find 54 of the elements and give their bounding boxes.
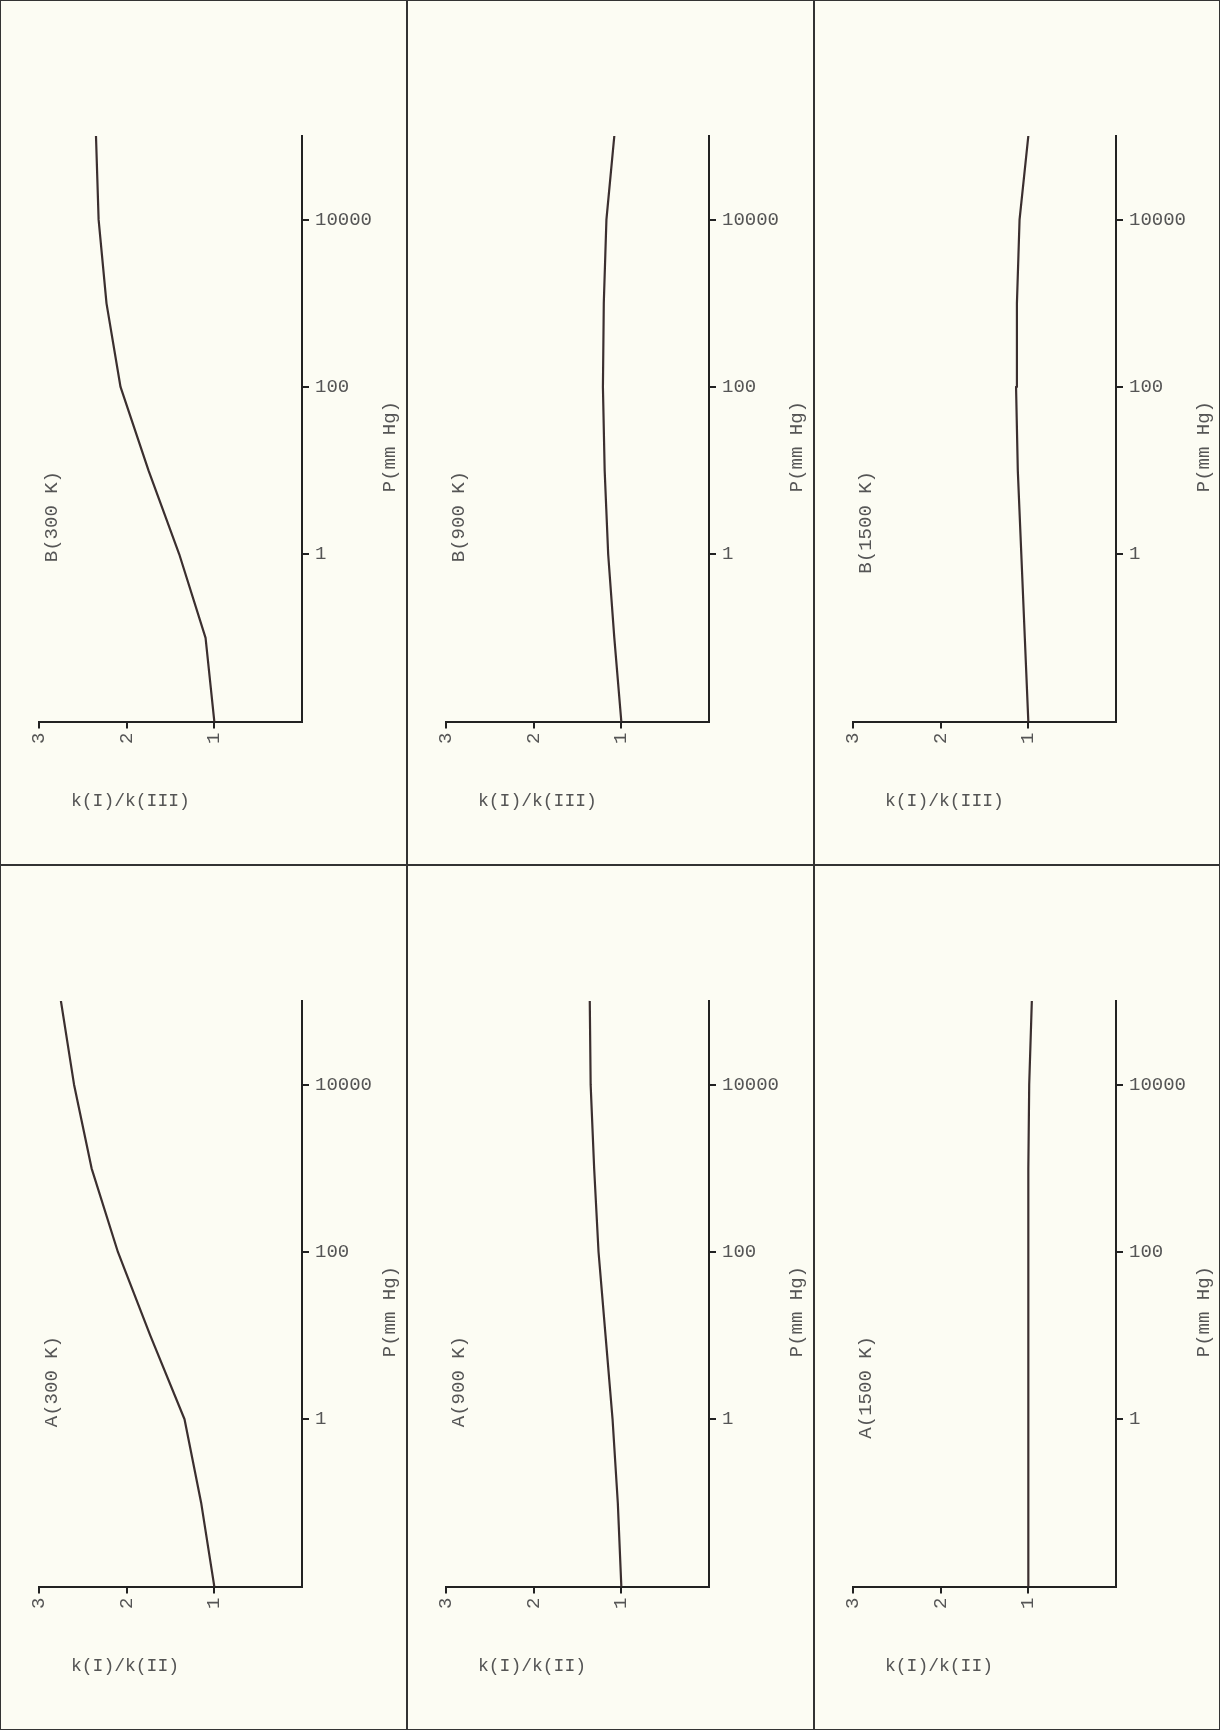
x-tick-label: 3	[842, 1597, 865, 1609]
x-tick-label: 1	[203, 732, 226, 744]
y-axis-title: P(mm Hg)	[379, 401, 401, 493]
text: A(300 K)	[41, 1336, 63, 1428]
y-axis-title: P(mm Hg)	[786, 1266, 808, 1358]
y-axis-title: P(mm Hg)	[1193, 1266, 1215, 1358]
y-axis-title: P(mm Hg)	[379, 1266, 401, 1358]
text: A(900 K)	[448, 1336, 470, 1428]
x-tick-label: 1	[610, 1597, 633, 1609]
x-tick-label: 2	[115, 1597, 138, 1609]
text: B(1500 K)	[855, 471, 877, 574]
x-tick-label: 3	[435, 1597, 458, 1609]
y-tick-label: 100	[721, 1241, 757, 1263]
x-tick-label: 2	[522, 732, 545, 744]
y-tick-label: 1	[314, 1408, 327, 1431]
y-tick-label: 10000	[721, 1073, 780, 1096]
y-tick-label: 100	[314, 376, 350, 398]
y-tick-label: 10000	[1128, 1073, 1187, 1096]
text: A(1500 K)	[855, 1336, 877, 1439]
y-tick-label: 1	[721, 1408, 734, 1431]
x-tick-label: 2	[522, 1597, 545, 1609]
y-tick-label: 1	[314, 543, 327, 566]
x-axis-title: k(I)/k(III)	[885, 791, 1004, 811]
x-tick-label: 1	[203, 1597, 226, 1609]
y-tick-label: 1	[721, 543, 734, 566]
x-tick-label: 2	[115, 732, 138, 744]
x-tick-label: 1	[1017, 1597, 1040, 1609]
x-axis-title: k(I)/k(II)	[478, 1656, 587, 1676]
y-tick-label: 10000	[314, 208, 373, 231]
y-axis-title: P(mm Hg)	[786, 401, 808, 493]
x-tick-label: 1	[610, 732, 633, 744]
x-axis-title: k(I)/k(II)	[71, 1656, 180, 1676]
x-tick-label: 3	[842, 732, 865, 744]
y-tick-label: 10000	[1128, 208, 1187, 231]
x-tick-label: 3	[435, 732, 458, 744]
y-tick-label: 100	[1128, 376, 1164, 398]
y-tick-label: 10000	[314, 1073, 373, 1096]
x-tick-label: 1	[1017, 732, 1040, 744]
y-tick-label: 100	[1128, 1241, 1164, 1263]
x-axis-title: k(I)/k(II)	[885, 1656, 994, 1676]
x-axis-title: k(I)/k(III)	[71, 791, 190, 811]
x-tick-label: 2	[929, 1597, 952, 1609]
y-tick-label: 1	[1128, 1408, 1141, 1431]
y-tick-label: 10000	[721, 208, 780, 231]
y-axis-title: P(mm Hg)	[1193, 401, 1215, 493]
y-tick-label: 100	[721, 376, 757, 398]
x-axis-title: k(I)/k(III)	[478, 791, 597, 811]
x-tick-label: 2	[929, 732, 952, 744]
text: B(300 K)	[41, 471, 63, 563]
y-tick-label: 100	[314, 1241, 350, 1263]
y-tick-label: 1	[1128, 543, 1141, 566]
text: B(900 K)	[448, 471, 470, 563]
x-tick-label: 3	[28, 732, 51, 744]
x-tick-label: 3	[28, 1597, 51, 1609]
